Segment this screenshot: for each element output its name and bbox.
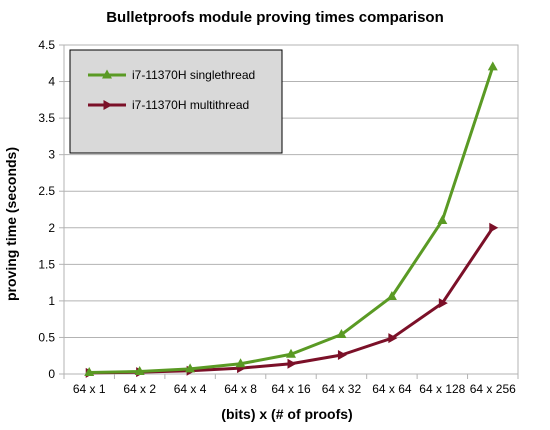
data-point [487, 61, 498, 71]
series-layer [84, 61, 499, 378]
y-tick-label: 3 [48, 148, 55, 162]
chart-title: Bulletproofs module proving times compar… [106, 9, 444, 26]
y-tick-label: 1 [48, 294, 55, 308]
x-tick-label: 64 x 256 [470, 382, 516, 396]
data-point [336, 329, 347, 339]
x-tick-label: 64 x 4 [174, 382, 207, 396]
data-point [437, 214, 448, 224]
series-1 [84, 61, 498, 377]
data-point [489, 222, 499, 233]
legend-item: i7-11370H singlethread [88, 68, 255, 82]
data-point [84, 367, 95, 377]
data-point [235, 358, 246, 368]
x-tick-label: 64 x 2 [123, 382, 156, 396]
data-point [134, 365, 145, 375]
legend-item: i7-11370H multithread [88, 98, 249, 112]
plot-area [63, 44, 519, 375]
y-tick-label: 0.5 [38, 330, 55, 344]
y-tick-label: 2 [48, 221, 55, 235]
data-point [185, 363, 196, 373]
x-tick-label: 64 x 128 [419, 382, 465, 396]
legend-label: i7-11370H multithread [132, 98, 249, 112]
data-point [337, 349, 347, 360]
y-axis-ticks: 0 0.5 1 1.5 2 2.5 3 3.5 4 4.5 [38, 38, 64, 381]
x-tick-label: 64 x 32 [322, 382, 362, 396]
y-tick-label: 0 [48, 367, 55, 381]
x-tick-label: 64 x 64 [372, 382, 412, 396]
data-point [286, 348, 296, 358]
x-tick-label: 64 x 1 [73, 382, 106, 396]
x-tick-label: 64 x 8 [224, 382, 257, 396]
x-axis-title: (bits) x (# of proofs) [221, 406, 352, 422]
legend-marker [102, 69, 112, 79]
legend: i7-11370H singlethread i7-11370H multithr… [69, 49, 283, 154]
data-point [287, 358, 297, 369]
y-axis-title: proving time (seconds) [3, 147, 19, 301]
legend-label: i7-11370H singlethread [132, 68, 255, 82]
y-tick-label: 1.5 [38, 257, 55, 271]
x-tick-label: 64 x 16 [271, 382, 311, 396]
data-point [438, 298, 448, 309]
data-point [388, 333, 398, 344]
y-tick-label: 4.5 [38, 38, 55, 52]
data-point [386, 291, 397, 301]
y-tick-label: 2.5 [38, 184, 55, 198]
y-tick-label: 4 [48, 75, 55, 89]
x-axis-ticks: 64 x 1 64 x 2 64 x 4 64 x 8 64 x 16 64 x 32 64… [63, 374, 519, 396]
y-tick-label: 3.5 [38, 111, 55, 125]
legend-marker [103, 100, 113, 110]
